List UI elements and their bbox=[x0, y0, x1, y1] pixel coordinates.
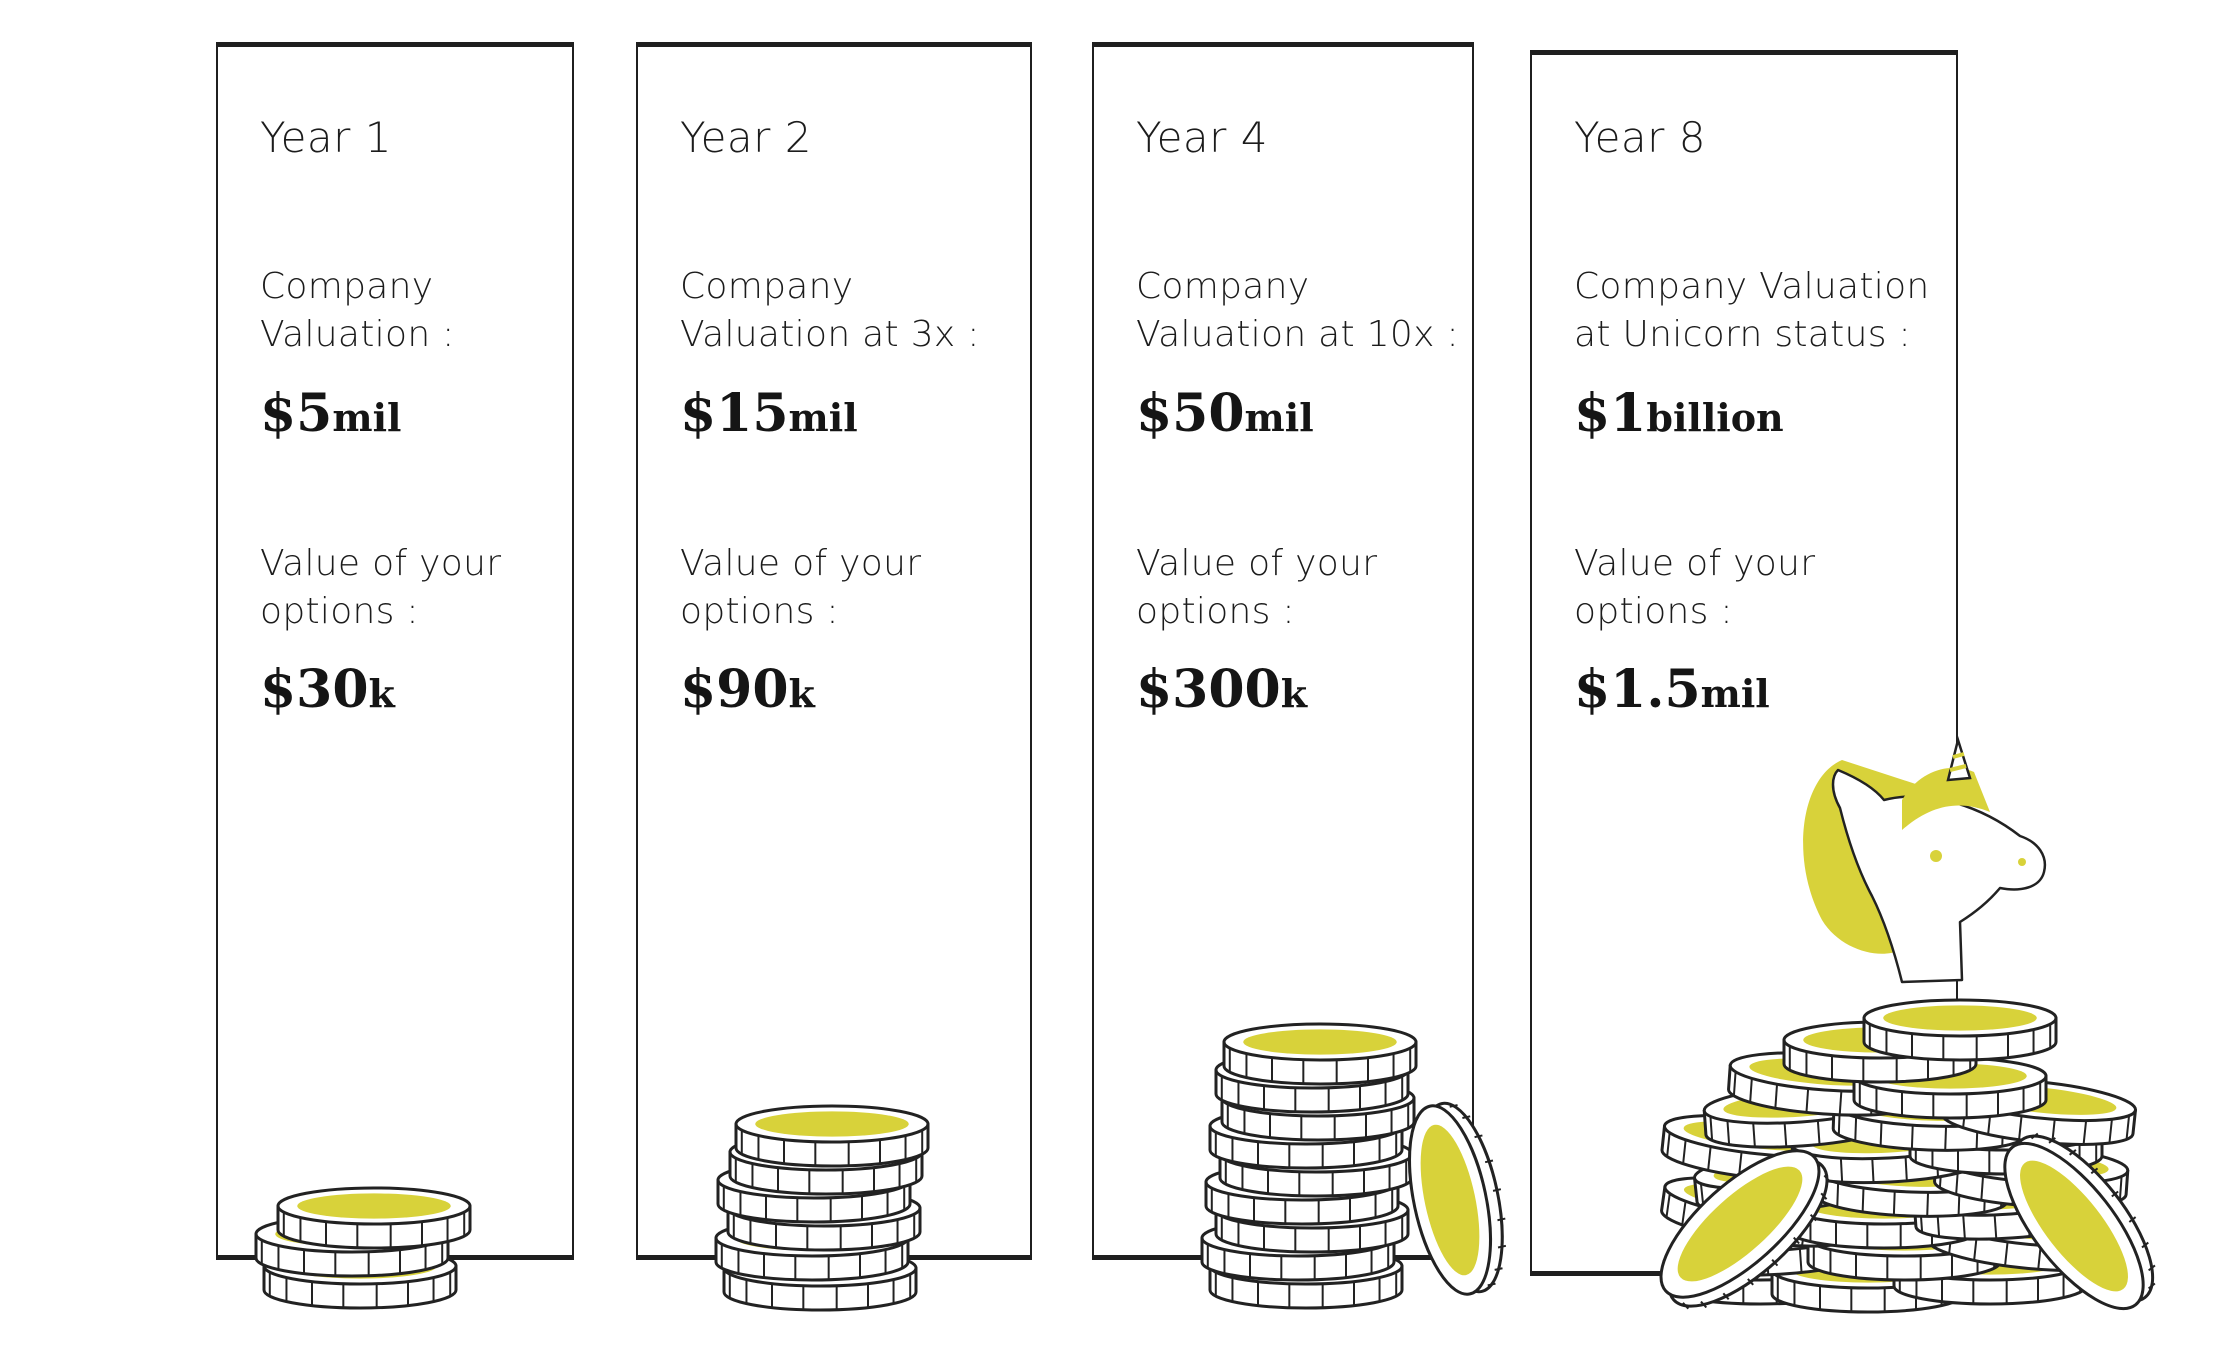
year-8-card: Year 8 Company Valuation at Unicorn stat… bbox=[1530, 50, 1958, 1276]
year-1-card: Year 1 Company Valuation : $5mil Value o… bbox=[216, 42, 574, 1260]
year-1-options-amount: $30k bbox=[260, 659, 395, 720]
year-4-valuation-label: Company Valuation at 10x : bbox=[1136, 266, 1459, 355]
year-2-title: Year 2 bbox=[680, 113, 812, 162]
year-4-options-amount: $300k bbox=[1136, 659, 1308, 720]
coin-icon bbox=[1933, 1143, 2130, 1209]
year-8-options-amount: $1.5mil bbox=[1574, 659, 1770, 720]
year-4-options-label: Value of your options : bbox=[1136, 543, 1378, 632]
year-2-valuation-label: Company Valuation at 3x : bbox=[680, 266, 980, 355]
year-1-title: Year 1 bbox=[260, 113, 392, 162]
year-4-title: Year 4 bbox=[1136, 113, 1268, 162]
year-8-title: Year 8 bbox=[1574, 113, 1706, 162]
year-8-valuation-amount: $1billion bbox=[1574, 383, 1784, 444]
year-8-options-label: Value of your options : bbox=[1574, 543, 1816, 632]
year-1-valuation-amount: $5mil bbox=[260, 383, 402, 444]
year-4-card: Year 4 Company Valuation at 10x : $50mil… bbox=[1092, 42, 1474, 1260]
coin-icon bbox=[1940, 1077, 2137, 1146]
year-1-valuation-label: Company Valuation : bbox=[260, 266, 455, 355]
year-2-options-label: Value of your options : bbox=[680, 543, 922, 632]
year-1-options-label: Value of your options : bbox=[260, 543, 502, 632]
year-4-valuation-amount: $50mil bbox=[1136, 383, 1314, 444]
leaning-coin-icon bbox=[2003, 1132, 2156, 1311]
year-2-options-amount: $90k bbox=[680, 659, 815, 720]
year-2-card: Year 2 Company Valuation at 3x : $15mil … bbox=[636, 42, 1032, 1260]
year-2-valuation-amount: $15mil bbox=[680, 383, 858, 444]
year-8-valuation-label: Company Valuation at Unicorn status : bbox=[1574, 266, 1930, 355]
